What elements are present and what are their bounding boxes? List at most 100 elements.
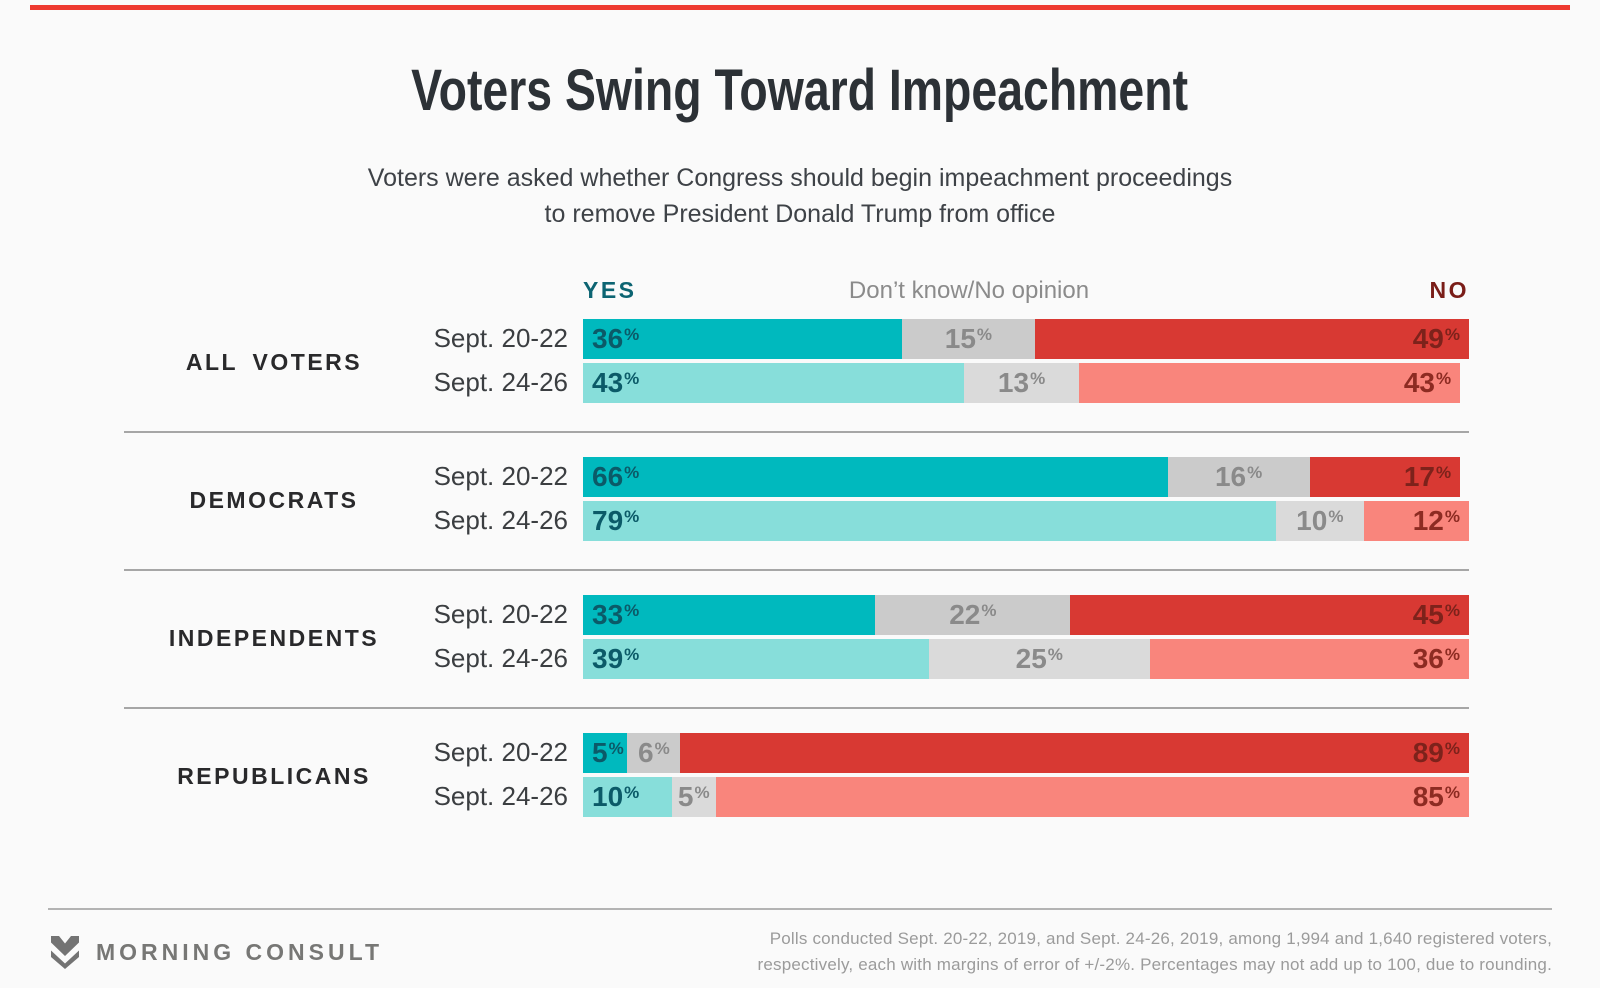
bar-row: Sept. 20-22 66% 16% 17% [424, 456, 1469, 497]
value-dont-know: 16% [1215, 461, 1262, 493]
segment-no: 49% [1034, 318, 1469, 359]
value-yes: 5% [592, 737, 624, 769]
percent-sign: % [1435, 462, 1452, 482]
footer-row: MORNING CONSULT Polls conducted Sept. 20… [48, 910, 1552, 979]
stacked-bar: 79% 10% 12% [583, 500, 1469, 541]
stacked-bar: 39% 25% 36% [583, 638, 1469, 679]
value-no: 12% [1413, 505, 1460, 537]
legend-row: YES Don’t know/No opinion NO [124, 277, 1469, 307]
percent-sign: % [624, 324, 640, 344]
value-no-number: 17 [1403, 460, 1435, 492]
value-yes: 33% [592, 599, 639, 631]
value-yes-number: 43 [592, 366, 624, 398]
value-no: 45% [1413, 599, 1460, 631]
value-no-number: 85 [1412, 780, 1444, 812]
segment-yes: 10% [583, 776, 672, 817]
value-yes-number: 33 [592, 598, 624, 630]
group-divider [124, 706, 1469, 709]
value-dont-know-number: 22 [949, 598, 981, 630]
percent-sign: % [1444, 600, 1460, 620]
logo-text: MORNING CONSULT [96, 938, 384, 965]
legend-label-yes: YES [583, 276, 637, 303]
percent-sign: % [624, 600, 640, 620]
legend: YES Don’t know/No opinion NO [583, 277, 1469, 307]
value-no: 49% [1413, 323, 1460, 355]
group-republicans: REPUBLICANS Sept. 20-22 5% 6% 89% Sept. 24-26… [124, 732, 1469, 821]
group-rows: Sept. 20-22 36% 15% 49% Sept. 24-26 43% 13% 43% [424, 318, 1469, 407]
segment-no: 17% [1309, 456, 1461, 497]
footnote: Polls conducted Sept. 20-22, 2019, and S… [758, 926, 1553, 979]
legend-spacer [124, 277, 583, 307]
segment-no: 85% [715, 776, 1469, 817]
percent-sign: % [608, 738, 624, 758]
segment-dont-know: 25% [928, 638, 1151, 679]
group-all-voters: ALL VOTERS Sept. 20-22 36% 15% 49% Sept. 24-2… [124, 318, 1469, 407]
value-dont-know-number: 6 [638, 736, 654, 768]
percent-sign: % [1444, 324, 1460, 344]
legend-label-dont-know: Don’t know/No opinion [848, 276, 1090, 304]
bar-row: Sept. 20-22 33% 22% 45% [424, 594, 1469, 635]
stacked-bar: 43% 13% 43% [583, 362, 1469, 403]
percent-sign: % [624, 506, 640, 526]
value-yes: 36% [592, 323, 639, 355]
percent-sign: % [1435, 368, 1452, 388]
stacked-bar: 36% 15% 49% [583, 318, 1469, 359]
group-independents: INDEPENDENTS Sept. 20-22 33% 22% 45% Sept. 24… [124, 594, 1469, 683]
bar-row: Sept. 24-26 43% 13% 43% [424, 362, 1469, 403]
group-divider [124, 430, 1469, 433]
value-dont-know-number: 5 [677, 780, 694, 812]
percent-sign: % [981, 600, 997, 620]
percent-sign: % [624, 462, 640, 482]
segment-dont-know: 6% [627, 732, 681, 773]
value-no: 89% [1413, 737, 1460, 769]
value-yes: 79% [592, 505, 639, 537]
group-rows: Sept. 20-22 33% 22% 45% Sept. 24-26 39% 25% 36% [424, 594, 1469, 683]
percent-sign: % [976, 324, 993, 344]
segment-no: 89% [680, 732, 1469, 773]
value-no: 36% [1413, 643, 1460, 675]
stacked-bar: 33% 22% 45% [583, 594, 1469, 635]
value-dont-know: 6% [638, 737, 670, 769]
percent-sign: % [1444, 782, 1460, 802]
bar-row: Sept. 20-22 5% 6% 89% [424, 732, 1469, 773]
legend-label-no: NO [1429, 276, 1469, 303]
date-label: Sept. 20-22 [433, 323, 568, 353]
segment-yes: 79% [583, 500, 1276, 541]
value-yes: 43% [592, 367, 639, 399]
bar-row: Sept. 24-26 39% 25% 36% [424, 638, 1469, 679]
percent-sign: % [1328, 506, 1344, 526]
date-label: Sept. 20-22 [433, 599, 568, 629]
value-dont-know: 10% [1296, 505, 1343, 537]
group-label-republicans: REPUBLICANS [177, 763, 371, 789]
bar-row: Sept. 24-26 79% 10% 12% [424, 500, 1469, 541]
footer: MORNING CONSULT Polls conducted Sept. 20… [48, 908, 1552, 979]
chart-subtitle: Voters were asked whether Congress shoul… [367, 164, 1233, 229]
morning-consult-mark-icon [51, 936, 79, 970]
segment-yes: 39% [583, 638, 929, 679]
segment-yes: 43% [583, 362, 964, 403]
bar-row: Sept. 24-26 10% 5% 85% [424, 776, 1469, 817]
page-title-text: Voters Swing Toward Impeachment [411, 58, 1189, 123]
value-no-number: 12 [1412, 504, 1444, 536]
group-label-all-voters: ALL VOTERS [185, 349, 363, 375]
percent-sign: % [1247, 462, 1263, 482]
segment-yes: 33% [583, 594, 876, 635]
date-label: Sept. 24-26 [433, 505, 568, 535]
segment-no: 36% [1150, 638, 1469, 679]
segment-no: 12% [1363, 500, 1469, 541]
stacked-bar: 10% 5% 85% [583, 776, 1469, 817]
footnote-line-1: Polls conducted Sept. 20-22, 2019, and S… [769, 929, 1552, 948]
value-dont-know-number: 10 [1296, 504, 1328, 536]
date-label: Sept. 20-22 [433, 737, 568, 767]
value-no: 85% [1413, 781, 1460, 813]
chart-groups: ALL VOTERS Sept. 20-22 36% 15% 49% Sept. 24-2… [124, 318, 1469, 821]
value-dont-know-number: 15 [944, 322, 976, 354]
percent-sign: % [1030, 368, 1046, 388]
value-yes-number: 39 [592, 642, 624, 674]
bar-row: Sept. 20-22 36% 15% 49% [424, 318, 1469, 359]
segment-no: 43% [1079, 362, 1461, 403]
value-no: 17% [1404, 461, 1451, 493]
percent-sign: % [1444, 738, 1460, 758]
segment-dont-know: 22% [875, 594, 1071, 635]
value-no-number: 49 [1412, 322, 1444, 354]
